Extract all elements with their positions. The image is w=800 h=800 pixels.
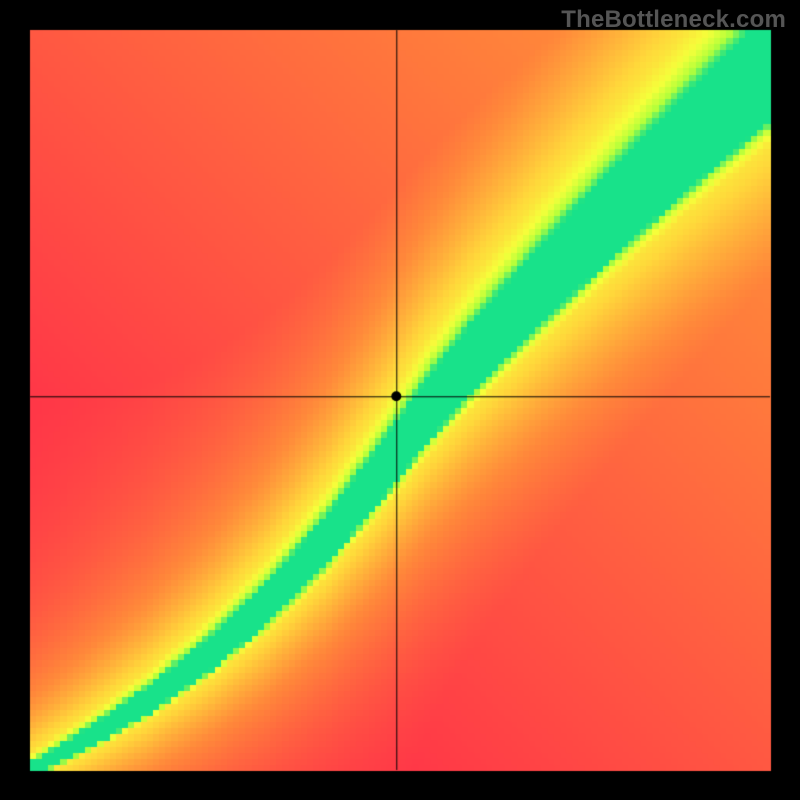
watermark-text: TheBottleneck.com [561, 6, 786, 34]
chart-container: TheBottleneck.com [0, 0, 800, 800]
overlay-canvas [0, 0, 800, 800]
